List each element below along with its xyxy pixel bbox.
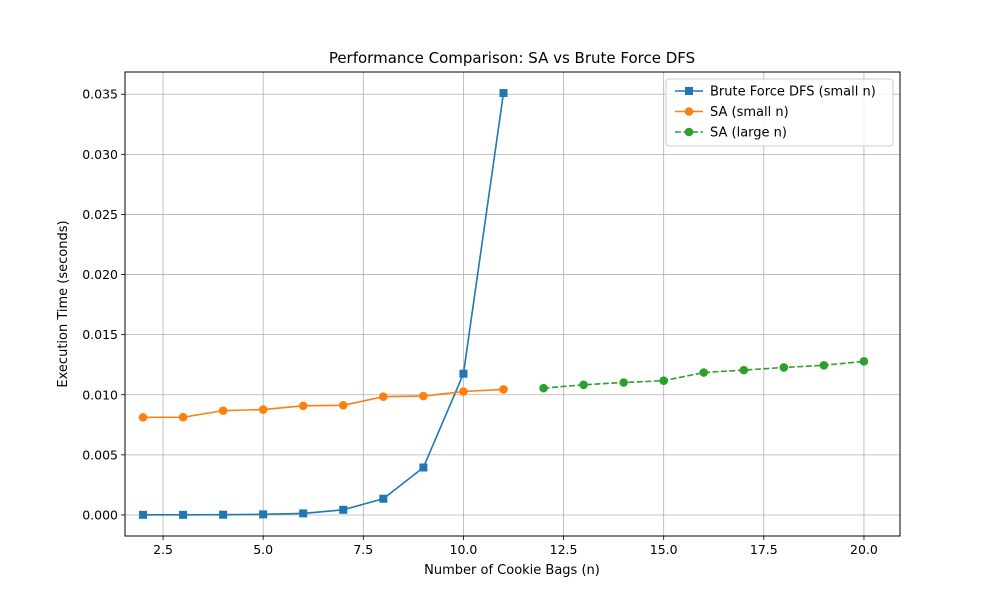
legend-box bbox=[665, 78, 894, 147]
data-point bbox=[379, 392, 388, 401]
data-point bbox=[779, 363, 789, 372]
y-tick-label: 0.015 bbox=[82, 327, 118, 342]
y-tick-label: 0.030 bbox=[82, 147, 118, 162]
x-tick-label: 12.5 bbox=[550, 542, 578, 557]
data-point bbox=[579, 380, 588, 390]
plot-frame bbox=[124, 71, 901, 537]
legend: Brute Force DFS (small n) SA (small n) SA … bbox=[665, 78, 894, 147]
data-point bbox=[699, 368, 709, 377]
data-point bbox=[819, 361, 829, 370]
legend-marker bbox=[684, 107, 694, 116]
legend-entry: SA (large n) bbox=[675, 126, 787, 141]
data-point bbox=[138, 413, 148, 422]
legend-marker bbox=[685, 87, 693, 95]
legend-entry: SA (small n) bbox=[675, 105, 789, 120]
data-point bbox=[419, 463, 428, 472]
x-tick-label: 7.5 bbox=[353, 542, 373, 557]
data-point bbox=[739, 365, 749, 375]
data-point bbox=[139, 510, 148, 519]
series-line bbox=[543, 360, 865, 389]
x-tick-label: 20.0 bbox=[850, 542, 878, 557]
data-point bbox=[338, 401, 348, 410]
data-point bbox=[459, 387, 468, 396]
data-point bbox=[659, 376, 668, 385]
y-tick-label: 0.010 bbox=[82, 387, 118, 402]
series-layer bbox=[138, 89, 869, 519]
data-point bbox=[299, 509, 308, 518]
data-point bbox=[339, 505, 348, 514]
data-point bbox=[499, 385, 508, 394]
data-point bbox=[379, 494, 388, 503]
data-point bbox=[419, 391, 428, 401]
legend-label: Brute Force DFS (small n) bbox=[710, 85, 876, 100]
x-tick-label: 2.5 bbox=[153, 542, 173, 557]
y-tick-label: 0.000 bbox=[82, 507, 118, 522]
y-axis-ticks: 0.000 0.005 0.010 0.015 0.020 0.025 0.030 0.035 bbox=[82, 87, 125, 522]
legend-label: SA (large n) bbox=[710, 126, 787, 141]
data-point bbox=[539, 383, 548, 393]
series-line bbox=[143, 92, 505, 516]
x-tick-label: 17.5 bbox=[750, 542, 778, 557]
x-tick-label: 15.0 bbox=[650, 542, 678, 557]
legend-marker bbox=[684, 127, 694, 137]
data-point bbox=[459, 369, 468, 378]
data-point bbox=[218, 406, 228, 415]
data-point bbox=[258, 405, 268, 414]
y-tick-label: 0.020 bbox=[82, 267, 118, 282]
data-point bbox=[859, 357, 869, 366]
data-point bbox=[219, 510, 228, 519]
data-point bbox=[179, 510, 188, 519]
y-axis-title: Execution Time (seconds) bbox=[56, 220, 71, 387]
data-point bbox=[178, 412, 188, 422]
y-tick-label: 0.035 bbox=[82, 87, 118, 102]
series-0 bbox=[139, 89, 508, 519]
y-tick-label: 0.025 bbox=[82, 207, 118, 222]
series-line bbox=[143, 388, 504, 419]
data-point bbox=[259, 510, 268, 519]
x-axis-title: Number of Cookie Bags (n) bbox=[424, 563, 600, 578]
chart-title: Performance Comparison: SA vs Brute Forc… bbox=[329, 49, 695, 67]
data-point bbox=[499, 89, 508, 98]
legend-label: SA (small n) bbox=[710, 105, 789, 120]
data-point bbox=[619, 378, 628, 387]
data-point bbox=[298, 401, 308, 411]
y-tick-label: 0.005 bbox=[82, 447, 118, 462]
legend-entry: Brute Force DFS (small n) bbox=[675, 85, 876, 100]
x-tick-label: 5.0 bbox=[253, 542, 273, 557]
x-axis-ticks: 2.5 5.0 7.5 10.0 12.5 15.0 17.5 20.0 bbox=[153, 536, 878, 557]
series-1 bbox=[138, 385, 508, 422]
series-2 bbox=[539, 357, 869, 393]
x-tick-label: 10.0 bbox=[450, 542, 478, 557]
